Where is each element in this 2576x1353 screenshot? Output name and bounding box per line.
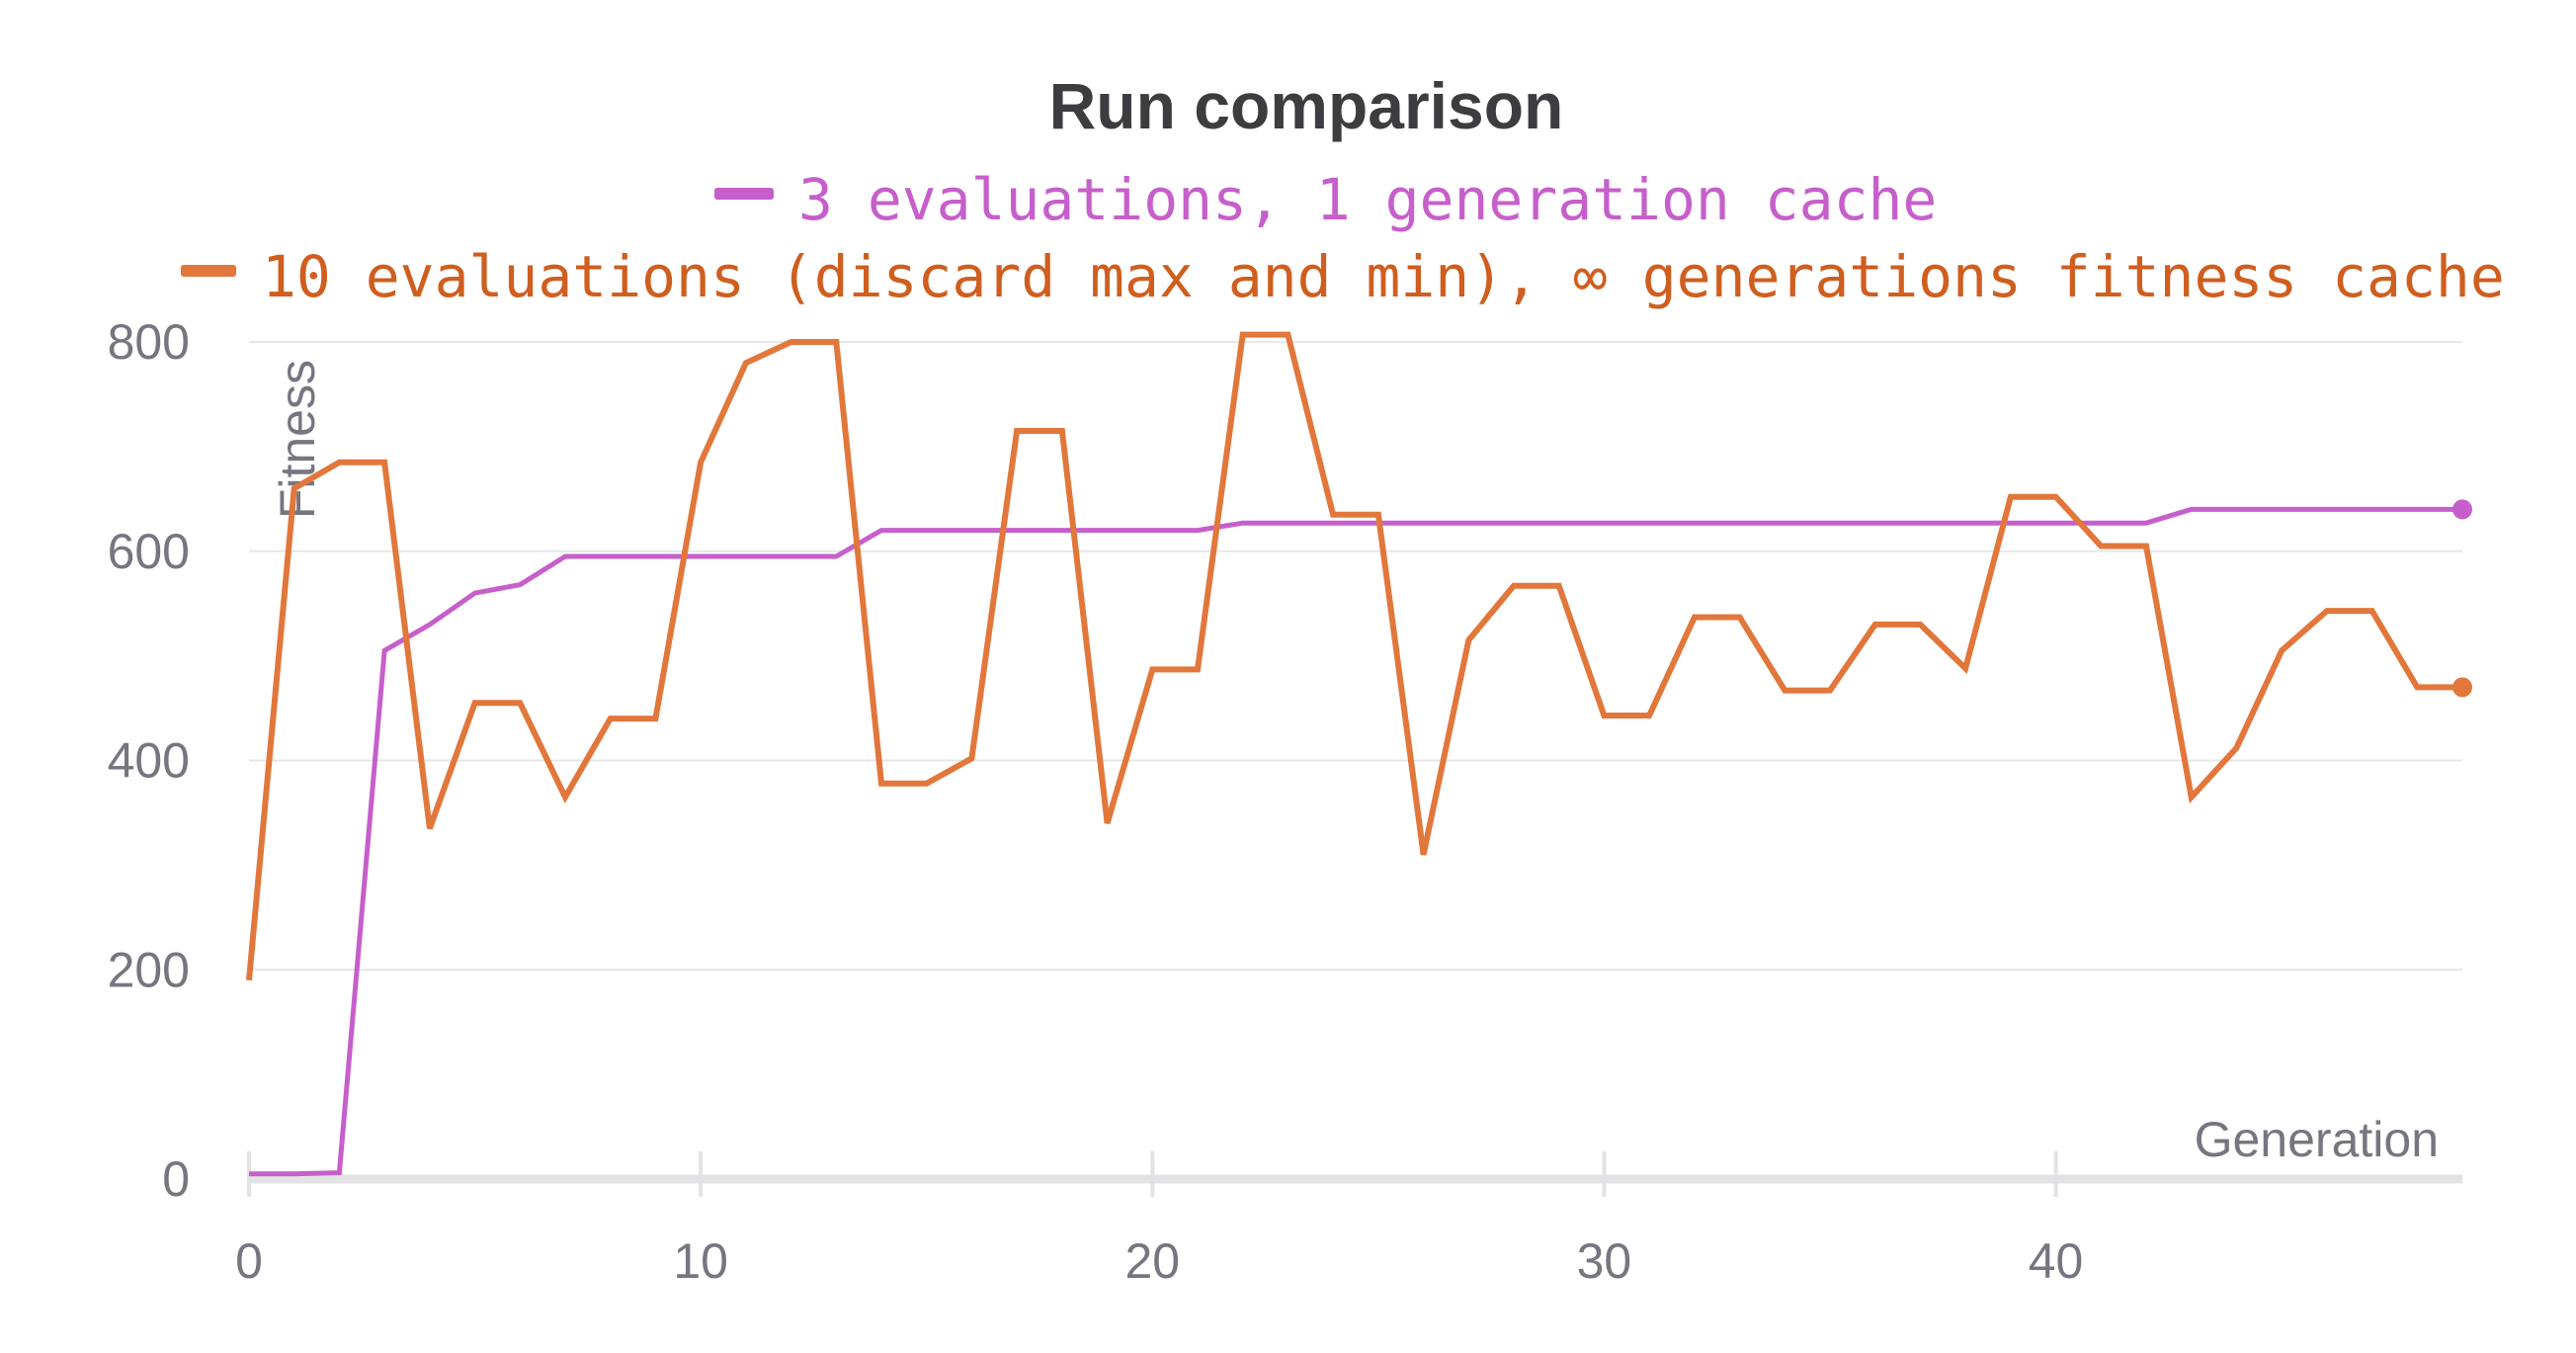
series-line-2 [246, 331, 2462, 981]
x-tick-label: 0 [235, 1233, 263, 1289]
legend-label-series-1: 3 evaluations, 1 generation cache [798, 166, 1937, 233]
series-end-point-1 [2452, 499, 2472, 520]
legend[interactable]: 3 evaluations, 1 generation cache 10 eva… [181, 166, 2505, 310]
grid-lines [249, 341, 2462, 1184]
series-line-1 [249, 506, 2462, 1177]
x-tick-label: 10 [673, 1233, 728, 1289]
series-end-point-2 [2452, 677, 2472, 698]
y-tick-label: 400 [108, 733, 190, 789]
legend-label-series-2: 10 evaluations (discard max and min), ∞ … [262, 243, 2505, 310]
chart-title: Run comparison [1049, 69, 1564, 142]
legend-item-series-1[interactable]: 3 evaluations, 1 generation cache [714, 166, 1937, 233]
legend-swatch-series-1 [714, 188, 774, 200]
y-axis-label: Fitness [270, 360, 325, 519]
x-tick-label: 20 [1124, 1233, 1180, 1289]
legend-item-series-2[interactable]: 10 evaluations (discard max and min), ∞ … [181, 243, 2505, 310]
y-tick-label: 0 [162, 1151, 190, 1207]
x-axis: 0 10 20 30 40 [235, 1151, 2083, 1289]
y-tick-label: 600 [108, 524, 190, 579]
y-tick-label: 200 [108, 942, 190, 997]
legend-swatch-series-2 [181, 265, 236, 277]
x-tick-label: 40 [2029, 1233, 2084, 1289]
series-lines [246, 331, 2472, 1177]
x-axis-label: Generation [2195, 1112, 2439, 1167]
y-tick-label: 800 [108, 314, 190, 370]
y-axis: 0 200 400 600 800 [108, 314, 190, 1207]
x-tick-label: 30 [1577, 1233, 1632, 1289]
